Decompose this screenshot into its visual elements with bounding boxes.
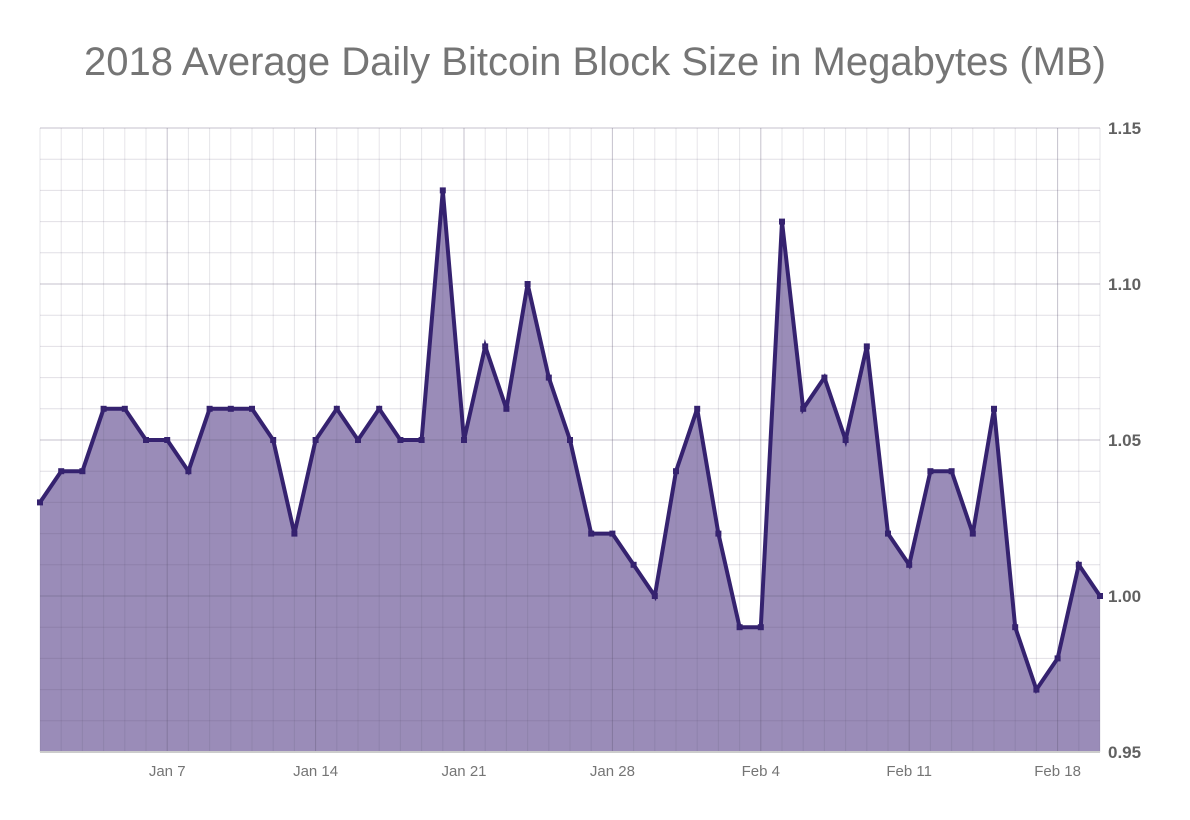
data-point <box>333 405 340 412</box>
data-point <box>757 624 764 631</box>
data-point <box>1097 593 1103 599</box>
data-point <box>312 437 319 443</box>
data-point <box>58 468 65 475</box>
grid <box>39 127 1101 753</box>
y-tick-label: 0.95 <box>1108 743 1141 762</box>
data-point <box>588 530 595 537</box>
data-point <box>673 468 679 475</box>
data-point <box>206 405 213 412</box>
data-point <box>1054 655 1061 662</box>
x-tick-label: Jan 14 <box>293 763 338 780</box>
data-point <box>630 561 637 568</box>
x-tick-label: Feb 11 <box>886 763 932 780</box>
data-point <box>249 405 255 412</box>
data-point <box>694 405 701 412</box>
y-tick-label: 1.10 <box>1108 275 1141 294</box>
data-point <box>885 530 891 537</box>
data-point <box>355 437 361 443</box>
data-point <box>779 218 785 225</box>
data-point <box>863 343 870 350</box>
data-point <box>821 374 828 381</box>
x-tick-label: Feb 18 <box>1034 763 1081 780</box>
data-point <box>143 437 149 443</box>
data-point <box>948 468 955 475</box>
data-point <box>842 437 849 443</box>
data-point <box>991 405 997 412</box>
data-point <box>185 468 192 475</box>
data-point <box>906 561 913 568</box>
data-point <box>37 499 43 506</box>
data-point <box>439 187 446 194</box>
data-point <box>927 468 934 475</box>
y-tick-label: 1.05 <box>1108 431 1141 450</box>
data-point <box>100 405 107 412</box>
data-point <box>164 437 171 443</box>
data-point <box>736 624 743 631</box>
data-point <box>524 281 531 287</box>
data-point <box>79 468 86 475</box>
data-point <box>651 593 658 599</box>
data-point <box>969 530 976 537</box>
data-point <box>503 405 510 412</box>
data-point <box>461 437 467 443</box>
data-point <box>376 405 383 412</box>
data-point <box>800 405 807 412</box>
y-tick-label: 1.00 <box>1108 587 1141 606</box>
data-point <box>121 405 128 412</box>
data-point <box>397 437 404 443</box>
x-tick-label: Feb 4 <box>742 763 780 780</box>
data-point <box>270 437 277 443</box>
x-tick-label: Jan 7 <box>149 763 186 780</box>
x-tick-label: Jan 28 <box>590 763 635 780</box>
data-point <box>1033 686 1040 693</box>
data-point <box>609 530 616 537</box>
data-point <box>567 437 573 443</box>
area-fill <box>40 190 1100 752</box>
y-tick-label: 1.15 <box>1108 119 1141 138</box>
data-point <box>1075 561 1082 568</box>
chart-title: 2018 Average Daily Bitcoin Block Size in… <box>84 40 1106 84</box>
data-point <box>715 530 722 537</box>
data-point <box>227 405 234 412</box>
data-point <box>418 437 425 443</box>
x-tick-label: Jan 21 <box>441 763 486 780</box>
data-point <box>1012 624 1019 631</box>
data-point <box>482 343 489 350</box>
data-point <box>291 530 298 537</box>
data-point <box>545 374 552 381</box>
